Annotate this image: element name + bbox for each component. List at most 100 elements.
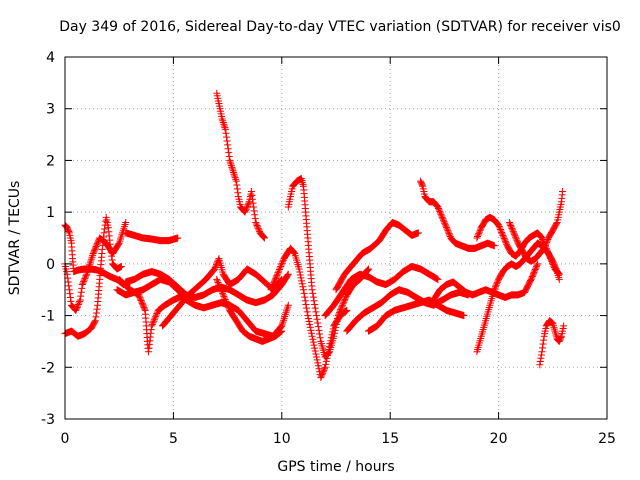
data-point <box>538 234 546 242</box>
data-point <box>225 153 233 161</box>
data-point <box>332 323 340 331</box>
series-track-n <box>321 262 442 320</box>
data-point <box>306 323 314 331</box>
data-point <box>333 317 341 325</box>
data-point <box>81 275 89 283</box>
data-point <box>541 243 549 251</box>
data-point <box>474 233 482 241</box>
data-point <box>81 273 89 281</box>
data-point <box>500 233 508 241</box>
data-point <box>443 224 451 232</box>
data-point <box>342 294 350 302</box>
data-point <box>74 302 82 310</box>
data-point <box>325 349 333 357</box>
data-point <box>284 270 292 278</box>
data-point <box>141 305 149 313</box>
data-point <box>89 251 97 259</box>
data-point <box>511 232 519 240</box>
data-point <box>551 327 559 335</box>
x-tick-label: 10 <box>273 431 291 447</box>
data-point <box>226 156 234 164</box>
series-track-p <box>365 296 468 335</box>
data-point <box>221 124 229 132</box>
data-point <box>502 239 510 247</box>
data-point <box>312 308 320 316</box>
data-point <box>435 206 443 214</box>
data-point <box>76 298 84 306</box>
data-point <box>66 293 74 301</box>
data-point <box>335 310 343 318</box>
data-point <box>334 312 342 320</box>
data-point <box>153 310 161 318</box>
data-point <box>508 224 516 232</box>
data-point <box>102 217 110 225</box>
data-point <box>279 258 287 266</box>
data-point <box>322 360 330 368</box>
data-point <box>260 233 268 241</box>
data-point <box>78 281 86 289</box>
x-tick-label: 15 <box>381 431 399 447</box>
data-point <box>324 349 332 357</box>
data-point <box>231 172 239 180</box>
data-point <box>312 353 320 361</box>
data-point <box>229 167 237 175</box>
data-point <box>334 315 342 323</box>
data-point <box>320 366 328 374</box>
data-point <box>232 175 240 183</box>
data-point <box>533 261 541 269</box>
data-point <box>297 274 305 282</box>
data-point <box>339 300 347 308</box>
data-point <box>224 145 232 153</box>
data-point <box>278 327 286 335</box>
data-point <box>214 278 222 286</box>
data-point <box>72 305 80 313</box>
series-track-u <box>505 187 567 265</box>
data-point <box>250 203 258 211</box>
data-point <box>549 261 557 269</box>
plot-frame <box>64 56 608 420</box>
data-point <box>274 269 282 277</box>
data-point <box>306 320 314 328</box>
data-point <box>498 230 506 238</box>
data-point <box>537 354 545 362</box>
data-point <box>439 215 447 223</box>
data-point <box>277 262 285 270</box>
data-point <box>539 344 547 352</box>
data-point <box>251 215 259 223</box>
data-point <box>510 230 518 238</box>
data-point <box>332 320 340 328</box>
chart-title: Day 349 of 2016, Sidereal Day-to-day VTE… <box>59 19 621 35</box>
data-point <box>252 218 260 226</box>
data-point <box>222 297 230 305</box>
data-point <box>309 293 317 301</box>
data-point <box>491 284 499 292</box>
data-point <box>446 231 454 239</box>
data-point <box>492 283 500 291</box>
data-point <box>280 316 288 324</box>
data-point <box>438 213 446 221</box>
data-point <box>311 344 319 352</box>
y-axis-label: SDTVAR / TECUs <box>7 181 23 296</box>
data-point <box>343 306 351 314</box>
series-track-h <box>159 255 286 330</box>
x-tick-label: 20 <box>490 431 508 447</box>
data-point <box>122 218 130 226</box>
data-point <box>278 275 286 283</box>
data-point <box>509 226 517 234</box>
data-point <box>75 299 83 307</box>
data-point <box>542 240 550 248</box>
data-point <box>221 125 229 133</box>
data-point <box>441 219 449 227</box>
data-point <box>439 216 447 224</box>
data-point <box>547 256 555 264</box>
data-point <box>316 334 324 342</box>
data-point <box>321 365 329 373</box>
data-point <box>225 149 233 157</box>
data-point <box>317 374 325 382</box>
y-tick-label: 0 <box>46 257 55 273</box>
data-point <box>299 286 307 294</box>
data-point <box>312 312 320 320</box>
data-point <box>434 275 442 283</box>
data-point <box>434 203 442 211</box>
data-point <box>339 301 347 309</box>
